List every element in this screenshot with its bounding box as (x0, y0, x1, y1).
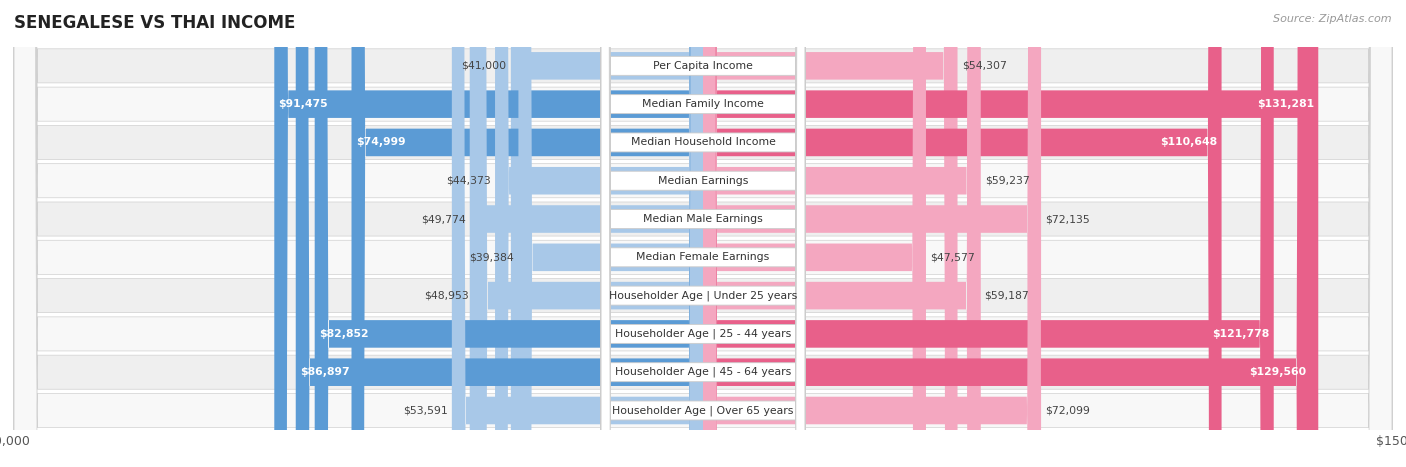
FancyBboxPatch shape (519, 0, 703, 467)
FancyBboxPatch shape (14, 0, 1392, 467)
Legend: Senegalese, Thai: Senegalese, Thai (619, 462, 787, 467)
FancyBboxPatch shape (474, 0, 703, 467)
Text: $72,099: $72,099 (1045, 405, 1090, 416)
FancyBboxPatch shape (703, 0, 1310, 467)
Text: $54,307: $54,307 (962, 61, 1007, 71)
FancyBboxPatch shape (14, 0, 1392, 467)
FancyBboxPatch shape (274, 0, 703, 467)
FancyBboxPatch shape (600, 0, 806, 467)
Text: $39,384: $39,384 (470, 252, 515, 262)
Text: $129,560: $129,560 (1249, 367, 1306, 377)
FancyBboxPatch shape (600, 0, 806, 467)
FancyBboxPatch shape (451, 0, 703, 467)
Text: SENEGALESE VS THAI INCOME: SENEGALESE VS THAI INCOME (14, 14, 295, 32)
Text: $82,852: $82,852 (319, 329, 368, 339)
Text: $47,577: $47,577 (931, 252, 974, 262)
FancyBboxPatch shape (14, 0, 1392, 467)
Text: $131,281: $131,281 (1257, 99, 1315, 109)
FancyBboxPatch shape (703, 0, 1040, 467)
Text: Source: ZipAtlas.com: Source: ZipAtlas.com (1274, 14, 1392, 24)
FancyBboxPatch shape (600, 0, 806, 467)
FancyBboxPatch shape (703, 0, 1222, 467)
Text: $44,373: $44,373 (446, 176, 491, 186)
FancyBboxPatch shape (703, 0, 1040, 467)
FancyBboxPatch shape (703, 0, 957, 467)
FancyBboxPatch shape (495, 0, 703, 467)
Text: $110,648: $110,648 (1160, 137, 1218, 148)
Text: $91,475: $91,475 (278, 99, 328, 109)
FancyBboxPatch shape (14, 0, 1392, 467)
Text: $121,778: $121,778 (1212, 329, 1270, 339)
Text: Median Male Earnings: Median Male Earnings (643, 214, 763, 224)
FancyBboxPatch shape (14, 0, 1392, 467)
FancyBboxPatch shape (703, 0, 927, 467)
Text: Householder Age | 45 - 64 years: Householder Age | 45 - 64 years (614, 367, 792, 377)
Text: $49,774: $49,774 (420, 214, 465, 224)
FancyBboxPatch shape (352, 0, 703, 467)
FancyBboxPatch shape (14, 0, 1392, 467)
Text: Per Capita Income: Per Capita Income (652, 61, 754, 71)
FancyBboxPatch shape (315, 0, 703, 467)
Text: $59,187: $59,187 (984, 290, 1029, 301)
FancyBboxPatch shape (600, 0, 806, 467)
Text: $74,999: $74,999 (356, 137, 405, 148)
FancyBboxPatch shape (470, 0, 703, 467)
FancyBboxPatch shape (14, 0, 1392, 467)
Text: Householder Age | 25 - 44 years: Householder Age | 25 - 44 years (614, 329, 792, 339)
FancyBboxPatch shape (703, 0, 1274, 467)
FancyBboxPatch shape (703, 0, 980, 467)
FancyBboxPatch shape (600, 0, 806, 467)
Text: Median Female Earnings: Median Female Earnings (637, 252, 769, 262)
Text: Householder Age | Over 65 years: Householder Age | Over 65 years (612, 405, 794, 416)
Text: Median Family Income: Median Family Income (643, 99, 763, 109)
FancyBboxPatch shape (600, 0, 806, 467)
FancyBboxPatch shape (703, 0, 1319, 467)
Text: $59,237: $59,237 (984, 176, 1029, 186)
Text: $72,135: $72,135 (1045, 214, 1090, 224)
Text: $53,591: $53,591 (404, 405, 447, 416)
Text: Median Earnings: Median Earnings (658, 176, 748, 186)
Text: $48,953: $48,953 (425, 290, 470, 301)
FancyBboxPatch shape (703, 0, 980, 467)
FancyBboxPatch shape (14, 0, 1392, 467)
FancyBboxPatch shape (600, 0, 806, 467)
Text: $41,000: $41,000 (461, 61, 506, 71)
FancyBboxPatch shape (510, 0, 703, 467)
FancyBboxPatch shape (600, 0, 806, 467)
Text: $86,897: $86,897 (299, 367, 350, 377)
FancyBboxPatch shape (295, 0, 703, 467)
FancyBboxPatch shape (14, 0, 1392, 467)
FancyBboxPatch shape (600, 0, 806, 467)
FancyBboxPatch shape (14, 0, 1392, 467)
FancyBboxPatch shape (600, 0, 806, 467)
Text: Householder Age | Under 25 years: Householder Age | Under 25 years (609, 290, 797, 301)
Text: Median Household Income: Median Household Income (630, 137, 776, 148)
